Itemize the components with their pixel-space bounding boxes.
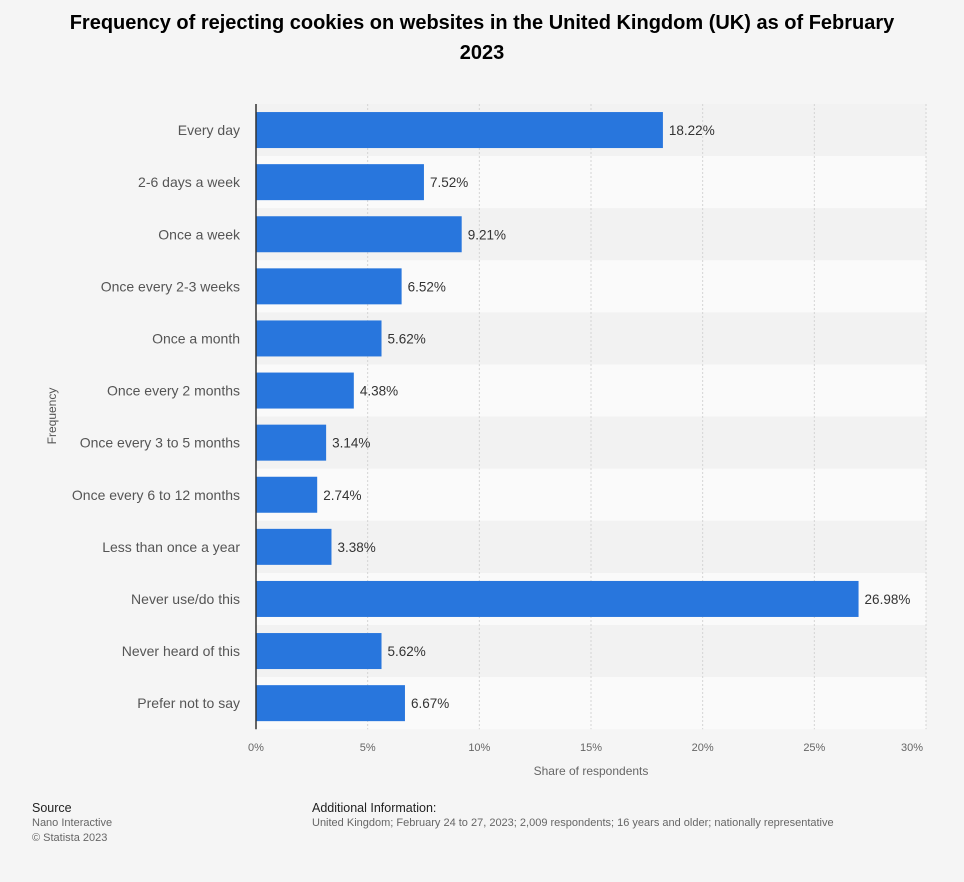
bar — [256, 164, 424, 201]
data-label: 9.21% — [468, 227, 506, 242]
category-label: Once a week — [158, 226, 241, 242]
x-tick-label: 25% — [803, 742, 825, 754]
chart-title: Frequency of rejecting cookies on websit… — [69, 12, 895, 64]
category-label: Prefer not to say — [137, 695, 240, 711]
copyright-line: © Statista 2023 — [32, 832, 108, 844]
additional-info-block: Additional Information: United Kingdom; … — [312, 800, 932, 831]
data-label: 6.52% — [408, 279, 446, 294]
data-label: 3.14% — [332, 436, 370, 451]
x-axis-label: Share of respondents — [534, 764, 649, 778]
y-axis-label: Frequency — [45, 388, 59, 445]
x-tick-label: 10% — [468, 742, 490, 754]
bar — [256, 320, 382, 357]
x-tick-label: 15% — [580, 742, 602, 754]
bar — [256, 633, 382, 670]
data-label: 2.74% — [323, 488, 361, 503]
category-label: Once every 6 to 12 months — [72, 487, 240, 503]
category-label: Every day — [178, 122, 240, 138]
data-label: 5.62% — [388, 331, 426, 346]
data-label: 7.52% — [430, 175, 468, 190]
category-label: 2-6 days a week — [138, 174, 241, 190]
bar — [256, 268, 402, 305]
bars — [256, 112, 859, 722]
category-label: Never use/do this — [131, 591, 240, 607]
grid-lines — [367, 104, 927, 730]
x-tick-label: 0% — [248, 742, 264, 754]
bar — [256, 685, 405, 722]
bar-chart: Every day 2-6 days a week Once a week Once … — [45, 104, 927, 778]
x-tick-label: 20% — [692, 742, 714, 754]
data-label: 3.38% — [337, 540, 375, 555]
additional-info-heading: Additional Information: — [312, 801, 437, 815]
additional-info-text: United Kingdom; February 24 to 27, 2023;… — [312, 817, 834, 829]
x-tick-label: 30% — [901, 742, 923, 754]
source-line: Nano Interactive — [32, 817, 113, 829]
bar — [256, 216, 462, 253]
data-label: 18.22% — [669, 123, 715, 138]
x-tick-label: 5% — [360, 742, 376, 754]
data-label: 6.67% — [411, 696, 449, 711]
category-label: Once every 3 to 5 months — [80, 435, 240, 451]
category-label: Never heard of this — [122, 643, 240, 659]
category-label: Once a month — [152, 330, 240, 346]
category-label: Less than once a year — [102, 539, 240, 555]
bar — [256, 580, 859, 617]
bar — [256, 528, 332, 565]
data-labels: 18.22% 7.52% 9.21% 6.52% 5.62% 4.38% 3.14% 2.74… — [323, 123, 910, 711]
bar — [256, 424, 327, 461]
category-label: Once every 2 months — [107, 383, 240, 399]
category-label: Once every 2-3 weeks — [101, 278, 240, 294]
data-label: 26.98% — [865, 592, 911, 607]
bar — [256, 372, 354, 409]
source-heading: Source — [32, 801, 72, 815]
x-tick-labels: 0% 5% 10% 15% 20% 25% 30% — [248, 742, 923, 754]
source-block: Source Nano Interactive © Statista 2023 — [32, 800, 112, 846]
data-label: 5.62% — [388, 644, 426, 659]
data-label: 4.38% — [360, 384, 398, 399]
bar — [256, 112, 663, 149]
bar — [256, 476, 318, 513]
category-labels: Every day 2-6 days a week Once a week Once … — [72, 122, 241, 711]
